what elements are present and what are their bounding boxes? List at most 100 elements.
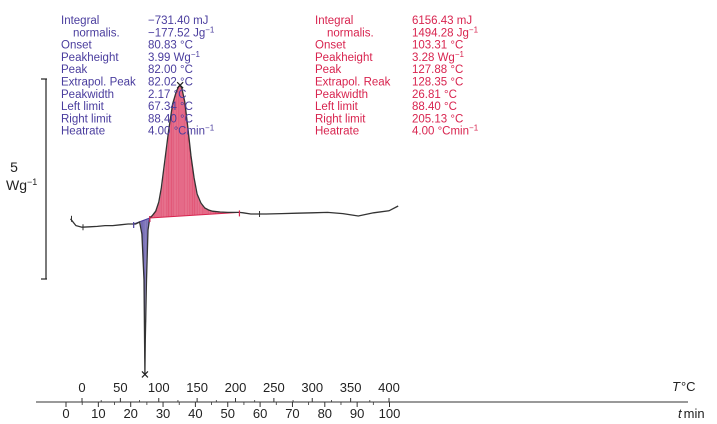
endothermic-value-peakheight-exponent: −1 [191,50,201,59]
time-tick-label: 90 [350,406,364,421]
scale-bar-value: 5 [10,159,18,175]
time-tick-label: 20 [123,406,137,421]
endothermic-value-right-limit: 88.40 °C [148,113,193,125]
time-axis-label: t min [678,406,705,421]
endothermic-value-normalis-text: −177.52 Jg [148,27,205,39]
endothermic-label-integral: Integral [61,15,99,27]
exothermic-value-peakwidth-text: 26.81 °C [412,89,457,101]
scale-bar-unit: Wg−1 [6,177,37,193]
exothermic-label-normalis: normalis. [327,27,374,39]
time-tick-label: 80 [318,406,332,421]
exothermic-value-integral: 6156.43 mJ [412,15,472,27]
exothermic-value-heatrate-text: 4.00 °Cmin [412,126,469,138]
dsc-curve [69,84,399,375]
endothermic-value-right-limit-text: 88.40 °C [148,113,193,125]
time-axis-unit: min [684,406,705,421]
endothermic-value-peakheight: 3.99 Wg−1 [148,50,201,64]
temperature-axis-unit: °C [681,379,696,394]
temperature-tick-label: 50 [113,380,127,395]
endothermic-label-peakwidth: Peakwidth [61,89,114,101]
exothermic-value-peakwidth: 26.81 °C [412,89,457,101]
exothermic-value-normalis: 1494.28 Jg−1 [412,25,479,39]
endothermic-peak-marker [141,370,149,378]
exothermic-value-normalis-exponent: −1 [469,25,479,34]
exothermic-label-heatrate: Heatrate [315,126,359,138]
limit-markers [70,81,261,378]
time-tick-label: 30 [156,406,170,421]
time-tick-label: 100 [379,406,401,421]
exothermic-label-right-limit: Right limit [315,113,366,125]
endothermic-label-right-limit: Right limit [61,113,112,125]
exothermic-label-peakwidth: Peakwidth [315,89,368,101]
exothermic-value-left-limit: 88.40 °C [412,101,457,113]
temperature-tick-label: 0 [78,380,85,395]
endothermic-value-integral: −731.40 mJ [148,15,208,27]
endothermic-label-left-limit: Left limit [61,101,105,113]
exothermic-value-left-limit-text: 88.40 °C [412,101,457,113]
exothermic-value-normalis-text: 1494.28 Jg [412,27,469,39]
endothermic-value-heatrate-text: 4.00 °Cmin [148,126,205,138]
exothermic-value-onset: 103.31 °C [412,40,463,52]
temperature-tick-label: 400 [378,380,400,395]
exothermic-label-onset: Onset [315,40,346,52]
exothermic-value-peak-text: 127.88 °C [412,64,463,76]
exothermic-value-peak: 127.88 °C [412,64,463,76]
time-tick-label: 40 [188,406,202,421]
endothermic-value-normalis: −177.52 Jg−1 [148,25,215,39]
temperature-axis-symbol: T [672,379,681,394]
endothermic-label-onset: Onset [61,40,92,52]
exothermic-value-extrapol-reak: 128.35 °C [412,77,463,89]
exothermic-baseline [149,211,240,219]
exothermic-label-peakheight: Peakheight [315,52,373,64]
temperature-tick-label: 250 [263,380,285,395]
exothermic-value-peakheight-text: 3.28 Wg [412,52,455,64]
endothermic-value-heatrate-exponent: −1 [205,124,215,133]
endothermic-value-extrapol-peak: 82.02 °C [148,77,193,89]
endothermic-label-peakheight: Peakheight [61,52,119,64]
endothermic-label-peak: Peak [61,64,87,76]
endothermic-label-heatrate: Heatrate [61,126,105,138]
temperature-axis-label: T°C [672,379,696,394]
time-tick-label: 60 [253,406,267,421]
endothermic-value-peakwidth-text: 2.17 °C [148,89,186,101]
exothermic-label-peak: Peak [315,64,341,76]
time-axis: t min 0 10 20 30 40 50 60 70 80 90 100 [62,402,705,421]
scale-bar-unit-exponent: −1 [27,177,37,187]
exothermic-label-extrapol-reak: Extrapol. Reak [315,77,391,89]
exothermic-value-extrapol-reak-text: 128.35 °C [412,77,463,89]
endothermic-value-peakwidth: 2.17 °C [148,89,186,101]
exothermic-label-left-limit: Left limit [315,101,359,113]
exothermic-value-right-limit-text: 205.13 °C [412,113,463,125]
endothermic-value-onset: 80.83 °C [148,40,193,52]
time-axis-symbol: t [678,406,683,421]
temperature-tick-label: 350 [340,380,362,395]
scale-bar: 5 Wg−1 [6,78,47,280]
endothermic-label-extrapol-peak: Extrapol. Peak [61,77,136,89]
temperature-tick-label: 200 [225,380,247,395]
scale-bar-unit-base: Wg [6,177,27,193]
endothermic-value-left-limit-text: 67.34 °C [148,101,193,113]
temperature-tick-label: 100 [148,380,170,395]
endothermic-label-normalis: normalis. [73,27,120,39]
time-tick-label: 0 [62,406,69,421]
endothermic-value-normalis-exponent: −1 [205,25,215,34]
endothermic-value-extrapol-peak-text: 82.02 °C [148,77,193,89]
endothermic-value-onset-text: 80.83 °C [148,40,193,52]
exothermic-label-integral: Integral [315,15,353,27]
time-tick-label: 50 [221,406,235,421]
exothermic-value-heatrate: 4.00 °Cmin−1 [412,124,479,138]
temperature-tick-label: 300 [301,380,323,395]
endothermic-value-integral-text: −731.40 mJ [148,15,208,27]
exothermic-value-integral-text: 6156.43 mJ [412,15,472,27]
exothermic-value-right-limit: 205.13 °C [412,113,463,125]
endothermic-value-peak: 82.00 °C [148,64,193,76]
exothermic-value-onset-text: 103.31 °C [412,40,463,52]
exothermic-peak-marker [176,81,184,89]
time-tick-label: 70 [285,406,299,421]
temperature-tick-label: 150 [186,380,208,395]
exothermic-value-heatrate-exponent: −1 [469,124,479,133]
endothermic-value-heatrate: 4.00 °Cmin−1 [148,124,215,138]
endothermic-value-left-limit: 67.34 °C [148,101,193,113]
exothermic-value-peakheight: 3.28 Wg−1 [412,50,465,64]
